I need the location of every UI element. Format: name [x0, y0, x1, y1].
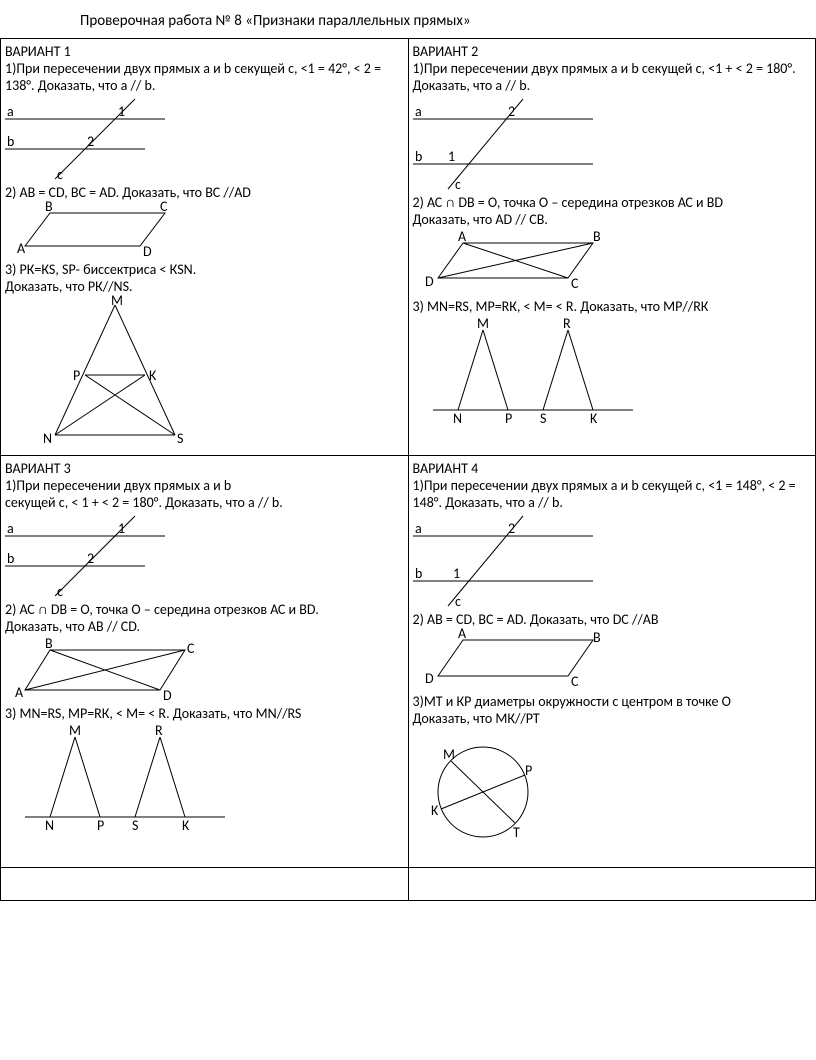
lbl-K: K — [431, 802, 439, 819]
v2-diagram-3: M R N P S K — [413, 315, 653, 425]
label-a: a — [415, 103, 422, 120]
v3-problem-1a: 1)При пересечении двух прямых a и b — [5, 477, 404, 494]
lbl-M: M — [443, 746, 455, 763]
cell-variant-1: ВАРИАНТ 1 1)При пересечении двух прямых … — [1, 39, 409, 456]
v4-diagram-2: A B C D — [413, 628, 633, 693]
lbl-N: N — [45, 817, 54, 834]
lbl-K: K — [149, 367, 157, 384]
v2-problem-2a: 2) АС ∩ DВ = О, точка О – середина отрез… — [413, 194, 812, 211]
label-c: c — [57, 583, 63, 600]
v1-problem-2: 2) АВ = СD, ВС = АD. Доказать, что ВС //… — [5, 184, 404, 201]
lbl-B: B — [45, 635, 53, 652]
label-1: 1 — [118, 103, 125, 120]
v2-problem-3: 3) МN=RS, МР=RК, < М= < R. Доказать, что… — [413, 298, 812, 315]
label-2: 2 — [508, 520, 515, 537]
v2-diagram-2: A B C D — [413, 228, 633, 298]
v4-problem-3b: Доказать, что МК//РТ — [413, 710, 812, 727]
lbl-B: B — [593, 629, 601, 646]
label-1: 1 — [118, 520, 125, 537]
lbl-D: D — [143, 243, 152, 260]
lbl-M: M — [111, 295, 123, 309]
variant-4-header: ВАРИАНТ 4 — [413, 460, 812, 477]
label-a: a — [7, 520, 14, 537]
label-2: 2 — [87, 550, 94, 567]
label-a: a — [7, 103, 14, 120]
lbl-D: D — [163, 687, 172, 704]
lbl-A: A — [458, 628, 467, 642]
lbl-C: C — [571, 673, 579, 690]
lbl-P: P — [73, 367, 80, 384]
v2-problem-2b: Доказать, что АD // СВ. — [413, 211, 812, 228]
v1-diagram-1: a b c 1 2 — [5, 94, 205, 184]
v4-diagram-1: a b c 2 1 — [413, 511, 633, 611]
v3-problem-3: 3) МN=RS, МР=RК, < М= < R. Доказать, что… — [5, 705, 404, 722]
page-title: Проверочная работа № 8 «Признаки паралле… — [0, 0, 816, 38]
cell-variant-2: ВАРИАНТ 2 1)При пересечении двух прямых … — [408, 39, 816, 456]
lbl-M: M — [477, 315, 489, 332]
lbl-B: B — [45, 201, 53, 215]
lbl-B: B — [593, 228, 601, 245]
v4-problem-1: 1)При пересечении двух прямых a и b секу… — [413, 477, 812, 511]
lbl-S: S — [132, 817, 138, 834]
cell-variant-3: ВАРИАНТ 3 1)При пересечении двух прямых … — [1, 456, 409, 868]
label-1: 1 — [448, 148, 455, 165]
v3-problem-1b: секущей с, < 1 + < 2 = 180°. Доказать, ч… — [5, 494, 404, 511]
variants-table: ВАРИАНТ 1 1)При пересечении двух прямых … — [0, 38, 816, 901]
variant-1-header: ВАРИАНТ 1 — [5, 43, 404, 60]
lbl-M: M — [69, 722, 81, 739]
lbl-A: A — [15, 684, 24, 701]
lbl-K: K — [590, 410, 598, 425]
v3-diagram-2: A B C D — [5, 635, 225, 705]
v1-problem-1: 1)При пересечении двух прямых a и b секу… — [5, 60, 404, 94]
v4-problem-2: 2) АВ = СD, ВС = АD. Доказать, что DС //… — [413, 611, 812, 628]
variant-3-header: ВАРИАНТ 3 — [5, 460, 404, 477]
v3-problem-2b: Доказать, что АВ // СD. — [5, 618, 404, 635]
lbl-S: S — [177, 430, 183, 445]
label-2: 2 — [508, 103, 515, 120]
label-c: c — [57, 166, 63, 183]
lbl-C: C — [187, 640, 195, 657]
label-1: 1 — [453, 565, 460, 582]
v3-diagram-1: a b c 1 2 — [5, 511, 205, 601]
lbl-T: T — [513, 824, 520, 841]
lbl-S: S — [540, 410, 546, 425]
v1-diagram-2: A B C D — [5, 201, 205, 261]
lbl-P: P — [505, 410, 512, 425]
lbl-C: C — [160, 201, 168, 215]
lbl-R: R — [563, 315, 571, 332]
v1-problem-3a: 3) РК=КS, SР- биссектриса < КSN. — [5, 261, 404, 278]
v2-diagram-1: a b c 2 1 — [413, 94, 633, 194]
lbl-K: K — [182, 817, 190, 834]
v3-diagram-3: M R N P S K — [5, 722, 245, 837]
v4-problem-3a: 3)МТ и КР диаметры окружности с центром … — [413, 693, 812, 710]
lbl-D: D — [425, 273, 434, 290]
v1-problem-3b: Доказать, что РК//NS. — [5, 278, 404, 295]
label-b: b — [7, 550, 14, 567]
label-b: b — [415, 148, 422, 165]
v2-problem-1: 1)При пересечении двух прямых a и b секу… — [413, 60, 812, 94]
lbl-N: N — [453, 410, 462, 425]
label-b: b — [415, 565, 422, 582]
lbl-C: C — [571, 275, 579, 292]
cell-variant-4: ВАРИАНТ 4 1)При пересечении двух прямых … — [408, 456, 816, 868]
label-c: c — [455, 593, 461, 610]
lbl-A: A — [458, 228, 467, 245]
label-2: 2 — [87, 133, 94, 150]
lbl-R: R — [155, 722, 163, 739]
lbl-P: P — [525, 762, 532, 779]
lbl-P: P — [97, 817, 104, 834]
lbl-A: A — [17, 240, 26, 257]
variant-2-header: ВАРИАНТ 2 — [413, 43, 812, 60]
lbl-D: D — [425, 670, 434, 687]
label-a: a — [415, 520, 422, 537]
label-c: c — [455, 176, 461, 193]
v1-diagram-3: M P K N S — [5, 295, 225, 445]
v3-problem-2a: 2) АС ∩ DВ = О, точка О – середина отрез… — [5, 601, 404, 618]
label-b: b — [7, 133, 14, 150]
lbl-N: N — [43, 430, 52, 445]
v4-diagram-3: M P K T — [413, 727, 563, 857]
